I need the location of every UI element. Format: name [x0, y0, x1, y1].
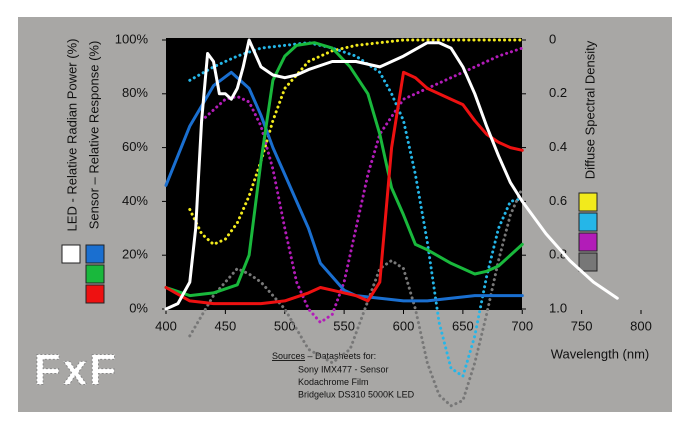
source-line: Kodachrome Film	[298, 377, 369, 387]
y2-tick-label: 0.4	[549, 139, 567, 154]
y-axis-label: LED - Relative Radian Power (%)	[64, 39, 79, 232]
series-line	[188, 186, 524, 408]
y-tick-label: 60%	[122, 139, 148, 154]
y-tick-label: 20%	[122, 247, 148, 262]
legend-swatch	[578, 192, 598, 212]
y2-tick-label: 0	[549, 31, 556, 46]
x-axis-label: Wavelength (nm)	[551, 346, 650, 361]
plot-area	[166, 38, 522, 310]
y-tick-label: 40%	[122, 193, 148, 208]
source-line: Bridgelux DS310 5000K LED	[298, 389, 415, 399]
y-tick-label: 100%	[115, 31, 149, 46]
x-tick-label: 800	[630, 318, 652, 333]
legend-swatch	[61, 244, 81, 264]
series-line	[164, 70, 524, 303]
legend-swatch	[85, 244, 105, 264]
y2-axis-label: Diffuse Spectral Density	[582, 40, 597, 179]
series-line	[200, 46, 524, 324]
source-line: Sony IMX477 - Sensor	[298, 364, 389, 374]
legend-swatch	[85, 264, 105, 284]
series-line	[164, 38, 619, 311]
legend-swatch	[578, 232, 598, 252]
x-tick-label: 600	[393, 318, 415, 333]
y-tick-label: 0%	[129, 300, 148, 315]
series-line	[164, 41, 524, 298]
y-axis-label: Sensor – Relative Response (%)	[86, 41, 101, 230]
legend-swatch	[578, 252, 598, 272]
y2-tick-label: 1.0	[549, 300, 567, 315]
x-tick-label: 650	[452, 318, 474, 333]
logo: FxF	[34, 346, 118, 395]
y2-tick-label: 0.6	[549, 193, 567, 208]
series-line	[188, 38, 524, 246]
sources-title: Sources	[272, 351, 306, 361]
series-line	[164, 70, 524, 306]
x-tick-label: 550	[333, 318, 355, 333]
legend-swatch	[578, 212, 598, 232]
x-tick-label: 400	[155, 318, 177, 333]
legend-swatch	[85, 284, 105, 304]
x-tick-label: 700	[511, 318, 533, 333]
x-tick-label: 450	[215, 318, 237, 333]
y2-tick-label: 0.2	[549, 85, 567, 100]
x-tick-label: 500	[274, 318, 296, 333]
sources-heading: Sources – Datasheets for:	[272, 351, 376, 361]
y-tick-label: 80%	[122, 85, 148, 100]
x-tick-label: 750	[571, 318, 593, 333]
